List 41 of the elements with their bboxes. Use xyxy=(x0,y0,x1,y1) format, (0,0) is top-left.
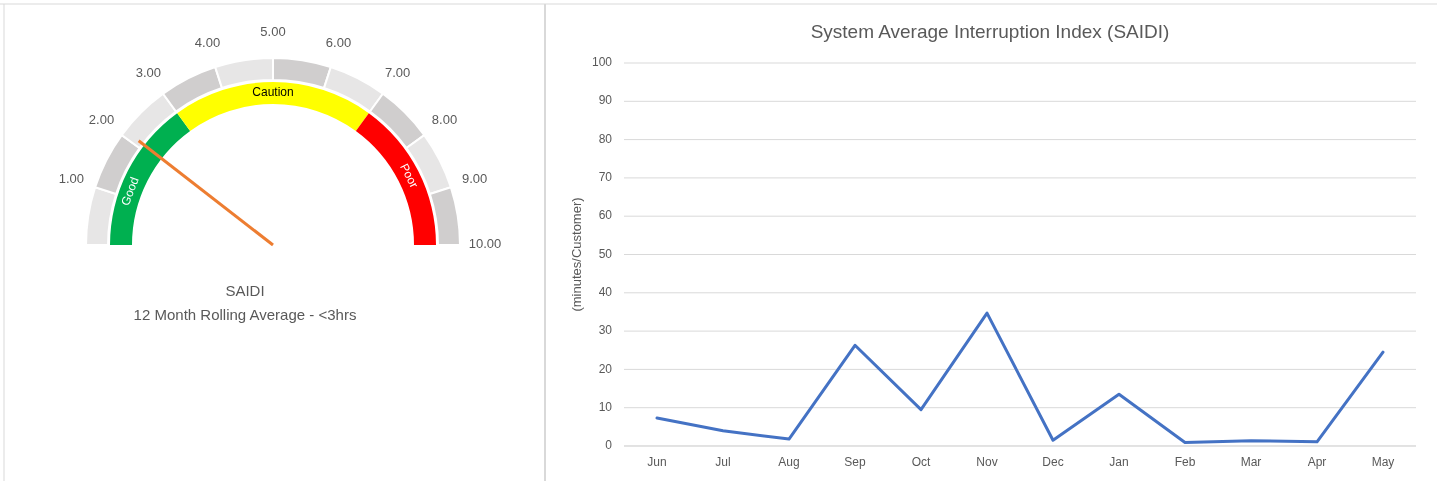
text: 2.00 xyxy=(88,111,115,127)
y-tick-label: 10 xyxy=(598,399,613,414)
text: SAIDI xyxy=(225,282,265,299)
x-tick-label: May xyxy=(1371,455,1395,469)
x-tick-label: Apr xyxy=(1307,455,1327,469)
text: 3.00 xyxy=(135,64,162,80)
line-series xyxy=(655,311,1385,445)
y-tick-label: 80 xyxy=(598,131,613,146)
text: 1.00 xyxy=(58,170,85,186)
text: 10.00 xyxy=(468,236,502,252)
y-tick-label: 70 xyxy=(598,170,613,185)
text: 7.00 xyxy=(384,64,411,80)
x-tick-label: Sep xyxy=(844,455,866,469)
y-tick-label: 50 xyxy=(598,246,613,261)
slice-label: Good xyxy=(118,175,142,208)
x-tick-label: Oct xyxy=(911,455,931,469)
x-tick-label: Mar xyxy=(1240,455,1262,469)
y-tick-label: 100 xyxy=(591,55,613,70)
slice-label: Caution xyxy=(252,85,294,100)
chart-title: System Average Interruption Index (SAIDI) xyxy=(810,21,1170,42)
y-tick-label: 0 xyxy=(605,438,613,453)
y-tick-label: 30 xyxy=(598,323,613,338)
y-tick-label: 40 xyxy=(598,284,613,299)
x-tick-label: Jun xyxy=(647,455,667,469)
x-tick-label: Nov xyxy=(976,455,998,469)
x-tick-label: Dec xyxy=(1042,455,1064,469)
y-tick-label: 60 xyxy=(598,208,613,223)
text: 9.00 xyxy=(461,170,488,186)
y-tick-label: 90 xyxy=(598,93,613,108)
text: 12 Month Rolling Average - <3hrs xyxy=(133,306,357,323)
text: 5.00 xyxy=(260,24,286,40)
slice-label: Poor xyxy=(397,161,422,191)
x-tick-label: Jan xyxy=(1109,455,1129,469)
text: 4.00 xyxy=(194,34,221,50)
x-tick-label: Feb xyxy=(1174,455,1196,469)
text: 8.00 xyxy=(431,111,458,127)
text: 6.00 xyxy=(325,34,352,50)
y-axis-title: (minutes/Customer) xyxy=(569,197,584,312)
x-tick-label: Jul xyxy=(715,455,731,469)
y-tick-label: 20 xyxy=(598,361,613,376)
x-tick-label: Aug xyxy=(778,455,800,469)
